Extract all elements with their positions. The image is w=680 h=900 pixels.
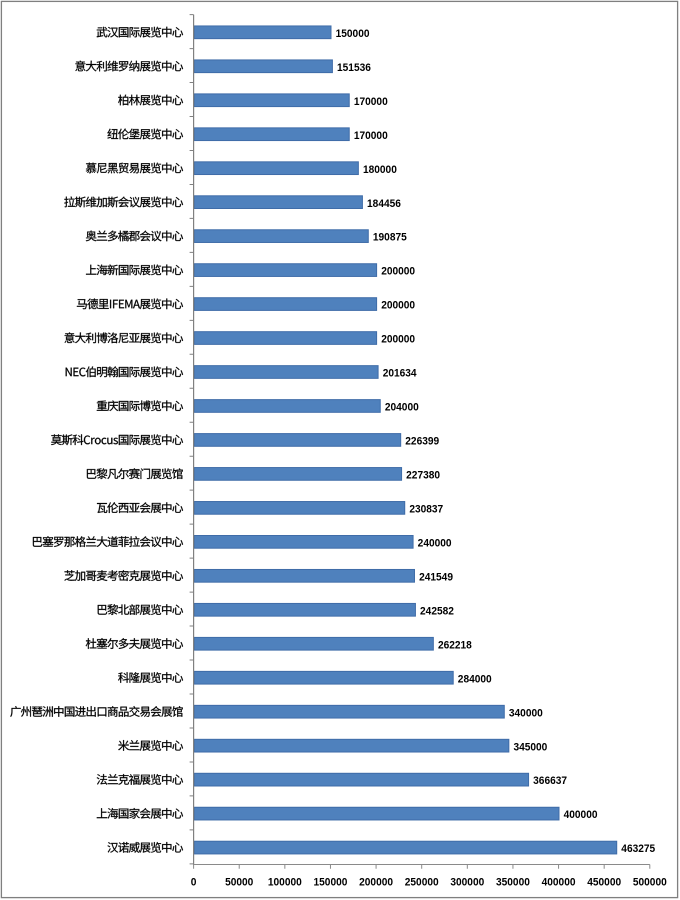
svg-text:500000: 500000: [633, 877, 667, 889]
svg-text:184456: 184456: [367, 198, 401, 210]
svg-text:230837: 230837: [409, 503, 443, 515]
svg-text:180000: 180000: [363, 164, 397, 176]
svg-text:50000: 50000: [225, 877, 253, 889]
svg-text:150000: 150000: [336, 28, 370, 40]
svg-text:150000: 150000: [314, 877, 348, 889]
svg-text:463275: 463275: [621, 843, 655, 855]
svg-text:345000: 345000: [513, 741, 547, 753]
svg-text:240000: 240000: [418, 537, 452, 549]
svg-text:0: 0: [191, 877, 197, 889]
svg-text:300000: 300000: [450, 877, 484, 889]
svg-text:400000: 400000: [564, 809, 598, 821]
svg-text:100000: 100000: [268, 877, 302, 889]
svg-text:201634: 201634: [383, 368, 417, 380]
svg-text:241549: 241549: [419, 571, 453, 583]
svg-text:200000: 200000: [359, 877, 393, 889]
svg-text:227380: 227380: [406, 470, 440, 482]
svg-text:400000: 400000: [542, 877, 576, 889]
svg-text:226399: 226399: [405, 436, 439, 448]
svg-text:200000: 200000: [381, 266, 415, 278]
svg-text:284000: 284000: [458, 673, 492, 685]
svg-text:450000: 450000: [587, 877, 621, 889]
svg-text:170000: 170000: [354, 130, 388, 142]
svg-text:190875: 190875: [373, 232, 407, 244]
svg-text:200000: 200000: [381, 300, 415, 312]
svg-text:366637: 366637: [533, 775, 567, 787]
svg-text:242582: 242582: [420, 605, 454, 617]
svg-text:262218: 262218: [438, 639, 472, 651]
svg-text:170000: 170000: [354, 96, 388, 108]
svg-text:200000: 200000: [381, 334, 415, 346]
svg-text:340000: 340000: [509, 707, 543, 719]
svg-text:151536: 151536: [337, 62, 371, 74]
svg-text:250000: 250000: [405, 877, 439, 889]
svg-text:204000: 204000: [385, 402, 419, 414]
svg-text:350000: 350000: [496, 877, 530, 889]
